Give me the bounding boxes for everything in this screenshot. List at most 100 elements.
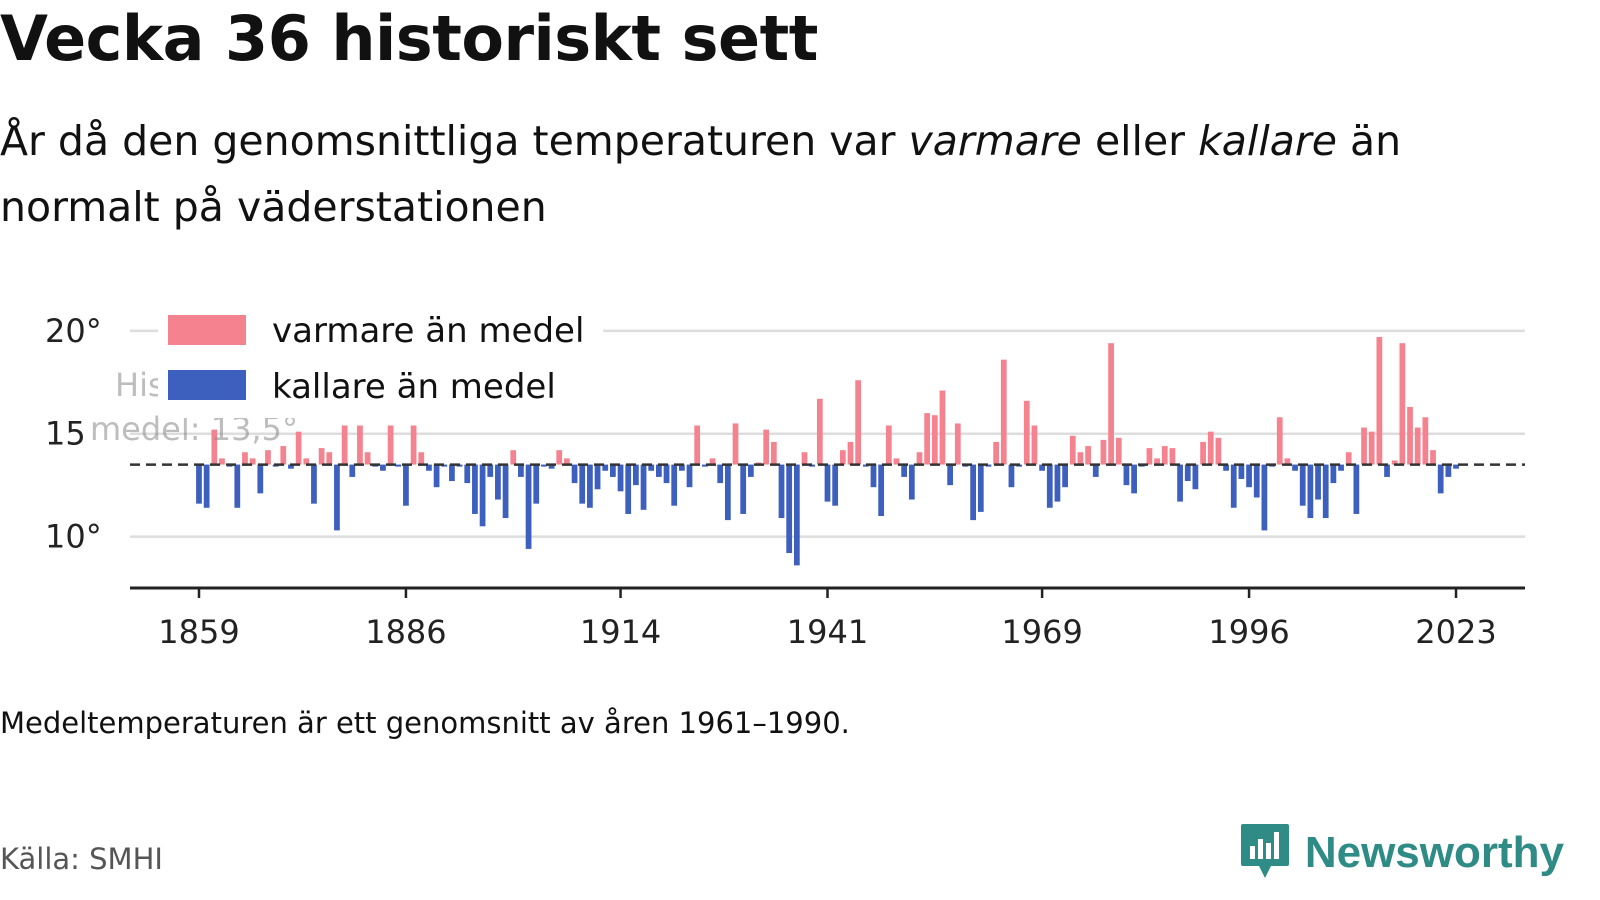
bar-cold	[663, 464, 670, 484]
bar-warm	[510, 450, 517, 465]
bars-group	[196, 337, 1459, 566]
bar-warm	[1430, 450, 1436, 465]
bar-cold	[479, 464, 486, 527]
bar-warm	[387, 425, 394, 465]
bar-warm	[1391, 460, 1398, 465]
bar-cold	[1062, 464, 1068, 488]
bar-warm	[1085, 446, 1091, 465]
bar-warm	[1215, 437, 1222, 465]
bar-cold	[1039, 464, 1045, 471]
x-tick-label: 1886	[365, 613, 446, 651]
bar-cold	[970, 464, 977, 521]
bar-cold	[518, 464, 524, 477]
bar-warm	[318, 448, 325, 465]
bar-cold	[587, 464, 593, 508]
bar-cold	[747, 464, 754, 477]
bar-cold	[947, 464, 954, 486]
bar-cold	[311, 464, 317, 504]
bar-warm	[1108, 343, 1114, 465]
bar-cold	[1230, 464, 1237, 508]
x-tick-label: 1859	[158, 613, 239, 651]
source-credit: Källa: SMHI	[0, 842, 163, 876]
bar-warm	[1200, 441, 1206, 465]
legend: varmare än medel kallare än medel	[158, 300, 603, 418]
bar-warm	[211, 429, 218, 465]
bar-warm	[993, 441, 1000, 465]
legend-cold-label: kallare än medel	[272, 367, 556, 407]
bar-warm	[1345, 452, 1352, 465]
bar-cold	[472, 464, 478, 514]
bar-warm	[916, 452, 923, 465]
bar-warm	[249, 458, 256, 465]
bar-cold	[977, 464, 984, 512]
x-tick-label: 1969	[1001, 613, 1082, 651]
bar-warm	[931, 415, 938, 465]
bar-cold	[625, 464, 632, 514]
bar-cold	[908, 464, 915, 500]
bar-cold	[334, 464, 340, 531]
bar-cold	[633, 464, 639, 486]
bar-warm	[1023, 400, 1030, 465]
bar-cold	[701, 464, 708, 467]
bar-cold	[640, 464, 647, 510]
bar-cold	[824, 464, 831, 502]
bar-cold	[610, 464, 616, 477]
bar-warm	[410, 425, 417, 465]
bar-warm	[1000, 359, 1007, 465]
bar-warm	[885, 425, 892, 465]
bar-cold	[464, 464, 471, 484]
bar-cold	[1330, 464, 1337, 484]
bar-warm	[1207, 431, 1214, 465]
bar-cold	[594, 464, 601, 490]
bar-cold	[678, 464, 685, 471]
legend-cold-swatch	[168, 370, 246, 400]
bar-cold	[203, 464, 210, 508]
bar-warm	[1115, 437, 1122, 465]
brand-name: Newsworthy	[1304, 828, 1564, 877]
bar-cold	[487, 464, 494, 477]
bar-cold	[778, 464, 785, 519]
subtitle-part2: eller	[1081, 117, 1199, 165]
bar-cold	[809, 464, 816, 467]
bar-warm	[839, 450, 846, 465]
bar-warm	[770, 441, 777, 465]
newsworthy-logo-icon	[1239, 822, 1291, 884]
bar-cold	[985, 464, 992, 467]
subtitle-warm-word: varmare	[908, 117, 1082, 165]
bar-warm	[1154, 458, 1160, 465]
bar-cold	[1353, 464, 1360, 514]
bar-cold	[671, 464, 678, 506]
x-tick-label: 1941	[787, 613, 868, 651]
y-tick-label: 15	[45, 415, 86, 453]
bar-cold	[234, 464, 241, 508]
bar-warm	[1399, 343, 1406, 465]
bar-warm	[1376, 337, 1383, 465]
bar-cold	[870, 464, 877, 488]
bar-warm	[847, 441, 854, 465]
bar-warm	[709, 458, 716, 465]
footnote: Medeltemperaturen är ett genomsnitt av å…	[0, 706, 850, 740]
bar-cold	[1338, 464, 1344, 471]
bar-cold	[1253, 464, 1260, 498]
bar-warm	[1069, 435, 1076, 465]
bar-warm	[816, 398, 823, 465]
bar-warm	[357, 425, 363, 465]
bar-cold	[1054, 464, 1061, 502]
bar-cold	[878, 464, 885, 516]
y-tick-label: 20°	[45, 312, 102, 350]
bar-cold	[441, 464, 448, 467]
bar-warm	[1407, 406, 1413, 465]
bar-cold	[901, 464, 908, 477]
bar-cold	[786, 464, 793, 554]
bar-cold	[380, 464, 386, 471]
bar-cold	[617, 464, 624, 492]
bar-cold	[426, 464, 432, 471]
bar-cold	[717, 464, 724, 484]
bar-cold	[1238, 464, 1245, 479]
subtitle-cold-word: kallare	[1198, 117, 1337, 165]
bar-cold	[1299, 464, 1306, 506]
bar-cold	[832, 464, 839, 506]
bar-warm	[1422, 417, 1429, 465]
bar-cold	[1046, 464, 1053, 508]
